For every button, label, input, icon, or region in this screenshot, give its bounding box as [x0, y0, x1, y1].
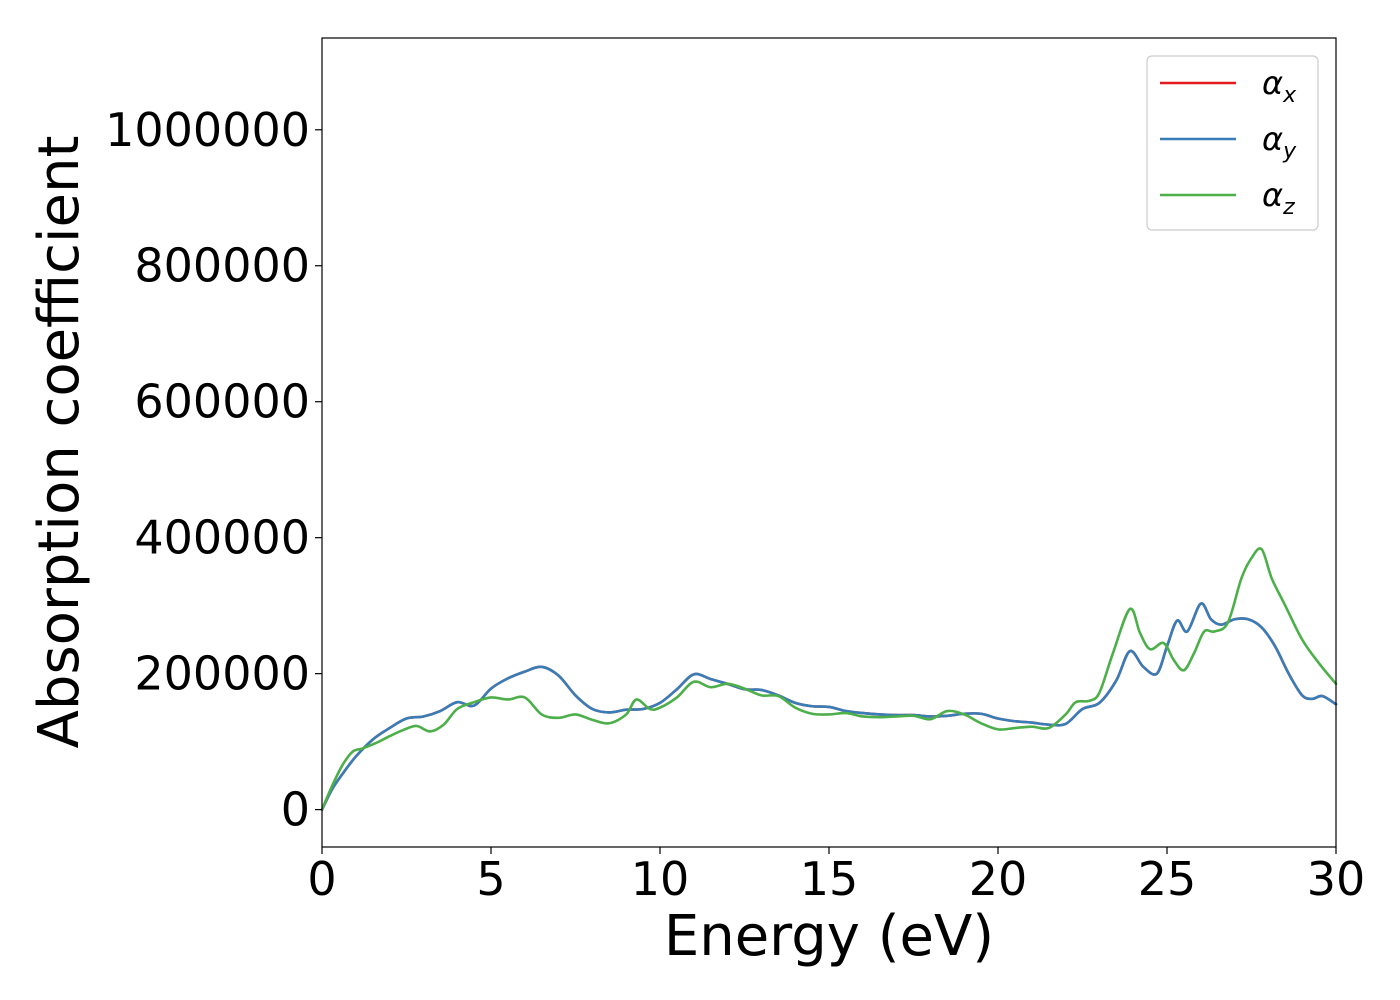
x-tick-label: 10 — [631, 852, 690, 906]
legend-box — [1146, 55, 1319, 231]
series-line-z — [320, 547, 1338, 811]
series-layer — [320, 547, 1338, 811]
x-tick-label: 20 — [969, 852, 1028, 906]
y-tick-label: 1000000 — [105, 103, 310, 157]
legend-symbol: α — [1262, 120, 1283, 158]
legend-label-y: αy — [1262, 120, 1297, 164]
y-axis-label: Absorption coefficient — [27, 136, 92, 749]
x-tick-label: 25 — [1138, 852, 1197, 906]
x-tick-label: 15 — [800, 852, 859, 906]
x-ticks: 0 5 10 15 20 25 30 — [307, 847, 1365, 906]
legend-symbol: α — [1262, 64, 1283, 102]
legend-label-x: αx — [1262, 64, 1297, 108]
x-axis-label: Energy (eV) — [664, 904, 994, 969]
legend-subscript: y — [1282, 139, 1297, 164]
legend-subscript: x — [1282, 83, 1297, 108]
y-tick-label: 0 — [281, 783, 310, 837]
legend-symbol: α — [1262, 176, 1283, 214]
series-line-y — [320, 602, 1338, 811]
x-tick-label: 5 — [476, 852, 505, 906]
y-ticks: 0 200000 400000 600000 800000 1000000 — [105, 103, 322, 837]
x-tick-label: 0 — [307, 852, 336, 906]
y-tick-label: 400000 — [134, 511, 310, 565]
legend-label-z: αz — [1262, 176, 1295, 220]
y-tick-label: 600000 — [134, 375, 310, 429]
y-tick-label: 200000 — [134, 647, 310, 701]
x-tick-label: 30 — [1307, 852, 1366, 906]
legend-subscript: z — [1282, 195, 1295, 220]
y-tick-label: 800000 — [134, 239, 310, 293]
